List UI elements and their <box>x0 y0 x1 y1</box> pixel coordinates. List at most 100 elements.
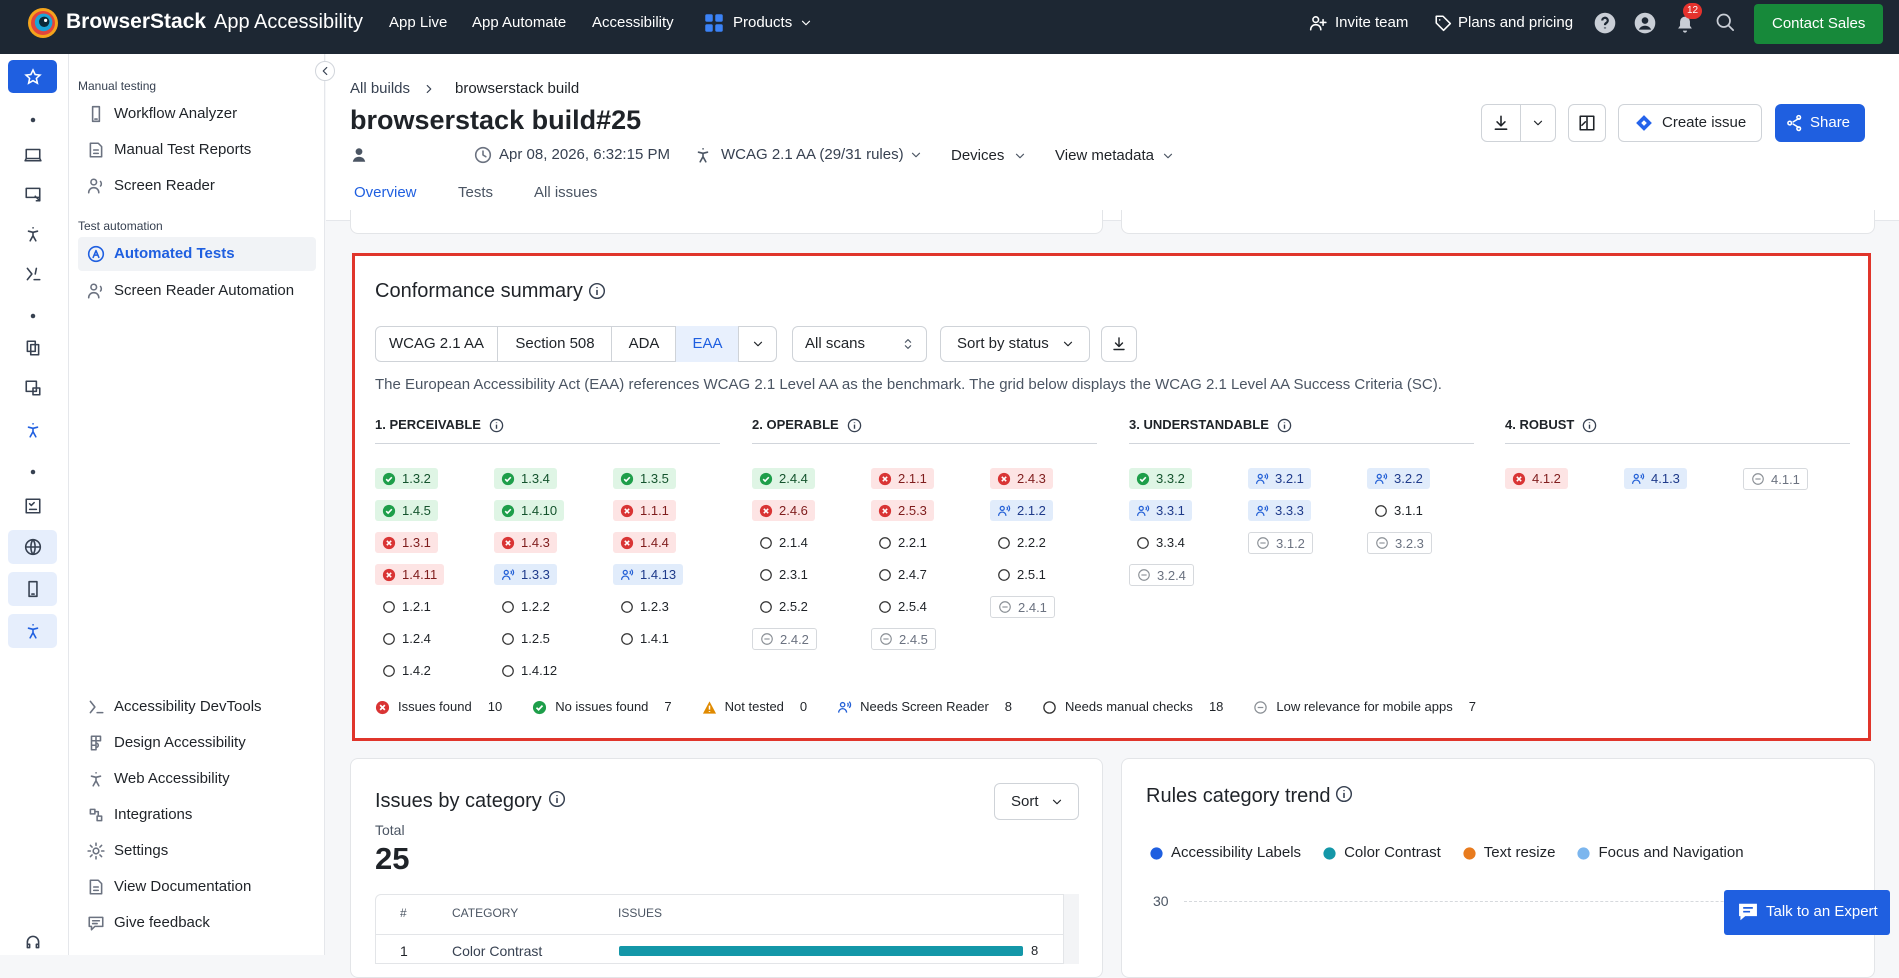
criterion-chip[interactable]: 2.5.2 <box>752 596 815 617</box>
criterion-code: 3.2.4 <box>1157 567 1186 583</box>
criterion-chip[interactable]: 2.4.2 <box>752 628 817 650</box>
criterion-chip[interactable]: 4.1.3 <box>1624 468 1687 489</box>
criterion-chip[interactable]: 2.2.2 <box>990 532 1053 553</box>
criterion-chip[interactable]: 4.1.2 <box>1505 468 1568 489</box>
criterion-chip[interactable]: 1.4.13 <box>613 564 684 585</box>
criterion-chip[interactable]: 2.4.6 <box>752 500 815 521</box>
criterion-chip[interactable]: 2.4.4 <box>752 468 815 489</box>
tab[interactable]: Overview <box>354 184 417 201</box>
criterion-chip[interactable]: 2.5.3 <box>871 500 934 521</box>
standard-tab[interactable] <box>498 326 612 362</box>
sidebar-item[interactable]: Web Accessibility <box>114 770 230 787</box>
criterion-chip[interactable]: 3.2.3 <box>1367 532 1432 554</box>
legend-item[interactable]: Focus and Navigation <box>1577 843 1744 863</box>
criterion-chip[interactable]: 3.2.1 <box>1248 468 1311 489</box>
status-icon <box>1138 569 1150 581</box>
breadcrumb[interactable]: All builds <box>350 80 411 97</box>
share-button[interactable] <box>1775 104 1865 142</box>
criterion-chip[interactable]: 2.1.2 <box>990 500 1053 521</box>
devices-select[interactable]: Devices <box>951 147 1005 164</box>
criterion-chip[interactable]: 1.3.4 <box>494 468 557 489</box>
standard-tab[interactable] <box>612 326 676 362</box>
criterion-chip[interactable]: 2.4.7 <box>871 564 934 585</box>
criterion-chip[interactable]: 1.4.11 <box>375 564 445 585</box>
contact-button[interactable] <box>1754 4 1883 44</box>
criterion-chip[interactable]: 2.5.4 <box>871 596 934 617</box>
criterion-chip[interactable]: 1.4.3 <box>494 532 557 553</box>
sidebar-item[interactable]: Screen Reader <box>114 177 215 194</box>
table-header: ISSUES <box>618 906 663 920</box>
criterion-chip[interactable]: 1.2.1 <box>375 596 438 617</box>
sidebar-item[interactable]: Manual Test Reports <box>114 141 252 158</box>
criterion-chip[interactable]: 3.3.2 <box>1129 468 1192 489</box>
sidebar-item[interactable]: Design Accessibility <box>114 734 246 751</box>
legend-item[interactable]: Color Contrast <box>1323 843 1441 863</box>
criterion-chip[interactable]: 4.1.1 <box>1743 468 1808 490</box>
tab[interactable]: All issues <box>534 184 598 201</box>
criterion-chip[interactable]: 1.4.12 <box>494 660 564 681</box>
criterion-chip[interactable]: 2.1.1 <box>871 468 934 489</box>
criterion-chip[interactable]: 2.2.1 <box>871 532 934 553</box>
criterion-chip[interactable]: 1.1.1 <box>613 500 676 521</box>
standard-tab[interactable] <box>375 326 498 362</box>
sort-select[interactable] <box>940 326 1090 362</box>
nav-link[interactable]: App Automate <box>472 14 567 31</box>
criterion-chip[interactable]: 2.4.3 <box>990 468 1053 489</box>
criterion-chip[interactable]: 1.3.5 <box>613 468 676 489</box>
criterion-chip[interactable]: 3.1.2 <box>1248 532 1313 554</box>
criterion-chip[interactable]: 3.2.2 <box>1367 468 1430 489</box>
criterion-chip[interactable]: 3.3.3 <box>1248 500 1311 521</box>
sidebar-item[interactable]: Give feedback <box>114 914 210 931</box>
column-heading: 4. ROBUST <box>1505 417 1575 432</box>
criterion-chip[interactable]: 1.4.2 <box>375 660 438 681</box>
legend-item[interactable]: Accessibility Labels <box>1150 843 1301 863</box>
criterion-chip[interactable]: 2.3.1 <box>752 564 815 585</box>
sidebar-item[interactable]: Workflow Analyzer <box>114 105 238 122</box>
standard-select[interactable]: WCAG 2.1 AA (29/31 rules) <box>721 146 904 163</box>
criterion-chip[interactable]: 2.5.1 <box>990 564 1053 585</box>
sidebar-item[interactable]: Accessibility DevTools <box>114 698 262 715</box>
bell-icon <box>1678 16 1692 33</box>
icon <box>28 580 38 598</box>
criterion-chip[interactable]: 1.4.5 <box>375 500 438 521</box>
nav-link[interactable]: Products <box>733 14 793 31</box>
standard-tab[interactable] <box>676 326 739 362</box>
criterion-chip[interactable]: 1.4.10 <box>494 500 565 521</box>
nav-link[interactable]: Invite team <box>1335 14 1409 31</box>
download-menu[interactable] <box>1520 104 1556 142</box>
criterion-chip[interactable]: 2.4.1 <box>990 596 1055 618</box>
criterion-chip[interactable]: 3.3.4 <box>1129 532 1192 553</box>
nav-link[interactable]: Accessibility <box>592 14 674 31</box>
criterion-chip[interactable]: 1.2.2 <box>494 596 557 617</box>
criterion-chip[interactable]: 1.2.3 <box>613 596 676 617</box>
criterion-chip[interactable]: 3.2.4 <box>1129 564 1194 586</box>
criterion-chip[interactable]: 3.3.1 <box>1129 500 1192 521</box>
criterion-chip[interactable]: 3.1.1 <box>1367 500 1430 521</box>
criterion-chip[interactable]: 1.4.4 <box>613 532 676 553</box>
nav-link[interactable]: App Live <box>389 14 448 31</box>
icon <box>1052 799 1062 805</box>
criterion-chip[interactable]: 1.2.5 <box>494 628 557 649</box>
criterion-chip[interactable]: 1.4.1 <box>613 628 676 649</box>
criterion-chip[interactable]: 1.3.3 <box>494 564 557 585</box>
sort-button[interactable] <box>994 783 1079 820</box>
criterion-chip[interactable]: 2.1.4 <box>752 532 815 553</box>
sidebar-item[interactable]: Settings <box>114 842 169 859</box>
legend-item[interactable]: Text resize <box>1463 843 1555 863</box>
table-header: CATEGORY <box>452 906 519 920</box>
sidebar-item[interactable]: Screen Reader Automation <box>114 282 295 299</box>
criterion-chip[interactable]: 1.3.2 <box>375 468 438 489</box>
criterion-chip[interactable]: 2.4.5 <box>871 628 936 650</box>
criterion-chip[interactable]: 1.3.1 <box>375 532 438 553</box>
nav-link[interactable]: Plans and pricing <box>1458 14 1574 31</box>
criterion-chip[interactable]: 1.2.4 <box>375 628 438 649</box>
scan-select[interactable] <box>792 326 927 362</box>
icon-shape <box>489 418 503 432</box>
icon-shape <box>999 601 1011 613</box>
sidebar-item[interactable]: Automated Tests <box>114 245 235 262</box>
icon-shape <box>90 772 102 787</box>
sidebar-item[interactable]: Integrations <box>114 806 193 823</box>
metadata-select[interactable]: View metadata <box>1055 147 1154 164</box>
tab[interactable]: Tests <box>458 184 494 201</box>
sidebar-item[interactable]: View Documentation <box>114 878 252 895</box>
